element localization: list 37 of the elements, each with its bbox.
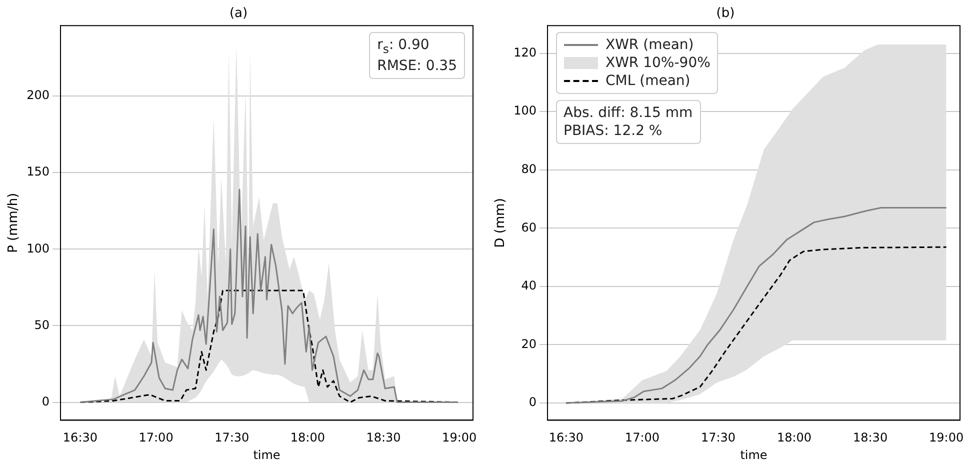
legend-label: XWR (mean) [606,36,694,54]
x-tick-label: 16:30 [548,430,584,445]
x-axis-title: time [740,448,768,462]
y-axis-title: P (mm/h) [6,192,22,253]
x-tick-label: 18:00 [290,430,325,445]
y-tick-label: 100 [26,241,50,256]
y-tick-label: 100 [514,104,537,118]
x-tick-label: 19:00 [929,430,964,445]
annotation: PBIAS: 12.2 % [564,122,664,140]
x-tick-label: 17:30 [214,430,250,445]
y-tick-label: 0 [42,394,50,408]
annotation: RMSE: 0.35 [377,57,457,76]
y-tick-label: 0 [528,395,537,410]
x-tick-label: 17:00 [624,430,660,445]
x-tick-label: 19:00 [442,430,477,445]
x-tick-label: 18:30 [366,430,401,445]
x-tick-label: 17:30 [700,430,736,445]
y-tick-label: 20 [521,336,537,351]
annotation: r$_{s}$: 0.90 [377,36,430,58]
x-axis-title: time [253,448,280,462]
y-tick-label: 40 [521,278,537,293]
x-tick-label: 18:00 [776,430,812,445]
y-tick-label: 120 [514,45,537,60]
x-tick-label: 16:30 [62,430,98,445]
annotation: Abs. diff: 8.15 mm [564,104,693,122]
y-axis-title: D (mm) [493,198,508,248]
legend-label: XWR 10%-90% [606,54,710,72]
chart-title: (b) [716,6,735,22]
y-tick-label: 60 [521,220,537,234]
y-tick-label: 50 [34,318,50,332]
y-tick-label: 150 [26,164,50,179]
y-tick-label: 200 [26,88,50,102]
y-tick-label: 80 [521,162,537,176]
x-tick-label: 18:30 [852,430,888,445]
legend-label: CML (mean) [606,72,690,90]
chart-title: (a) [229,6,248,22]
x-tick-label: 17:00 [138,430,174,445]
